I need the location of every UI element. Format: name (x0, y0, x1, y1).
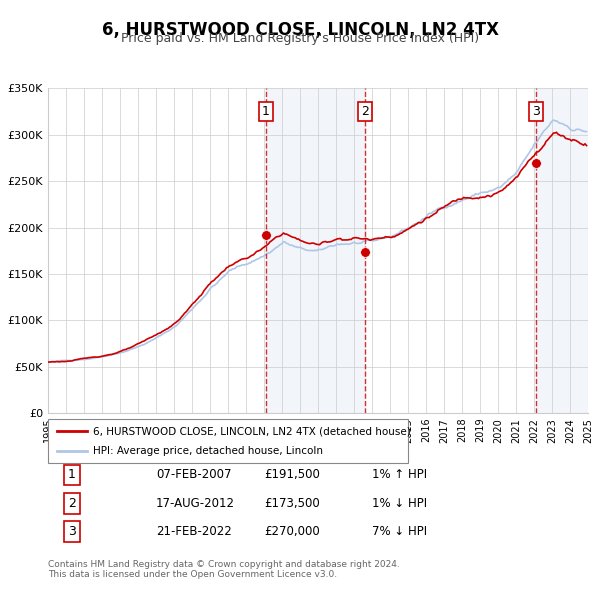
Text: 1% ↑ HPI: 1% ↑ HPI (372, 468, 427, 481)
Text: 2: 2 (68, 497, 76, 510)
Text: 3: 3 (532, 104, 540, 118)
Bar (266, 88, 365, 413)
Text: 1: 1 (262, 104, 270, 118)
Text: £270,000: £270,000 (264, 525, 320, 538)
Text: 3: 3 (68, 525, 76, 538)
Text: 6, HURSTWOOD CLOSE, LINCOLN, LN2 4TX: 6, HURSTWOOD CLOSE, LINCOLN, LN2 4TX (101, 21, 499, 39)
Text: 1% ↓ HPI: 1% ↓ HPI (372, 497, 427, 510)
Text: 7% ↓ HPI: 7% ↓ HPI (372, 525, 427, 538)
Text: 6, HURSTWOOD CLOSE, LINCOLN, LN2 4TX (detached house): 6, HURSTWOOD CLOSE, LINCOLN, LN2 4TX (de… (93, 427, 411, 436)
Text: 17-AUG-2012: 17-AUG-2012 (156, 497, 235, 510)
Text: HPI: Average price, detached house, Lincoln: HPI: Average price, detached house, Linc… (93, 446, 323, 455)
Text: 2: 2 (361, 104, 369, 118)
Text: £173,500: £173,500 (264, 497, 320, 510)
Text: 1: 1 (68, 468, 76, 481)
Text: £191,500: £191,500 (264, 468, 320, 481)
Text: 07-FEB-2007: 07-FEB-2007 (156, 468, 232, 481)
Bar (536, 88, 588, 413)
Text: Price paid vs. HM Land Registry's House Price Index (HPI): Price paid vs. HM Land Registry's House … (121, 32, 479, 45)
Text: 21-FEB-2022: 21-FEB-2022 (156, 525, 232, 538)
Text: Contains HM Land Registry data © Crown copyright and database right 2024.
This d: Contains HM Land Registry data © Crown c… (48, 560, 400, 579)
